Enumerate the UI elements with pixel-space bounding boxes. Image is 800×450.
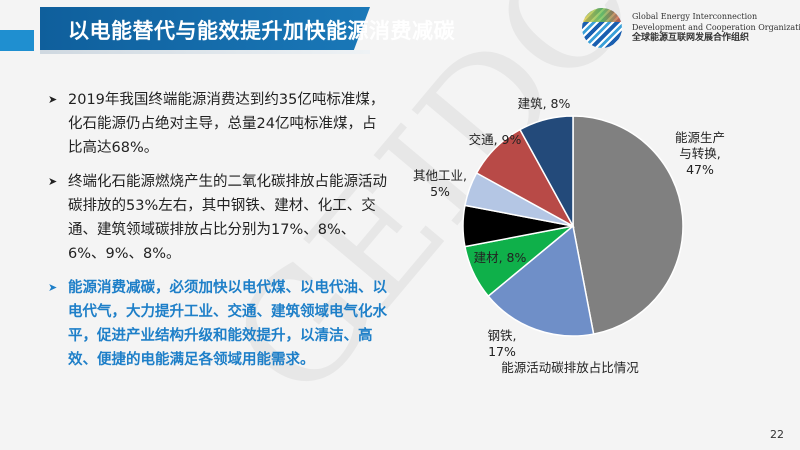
slice-label: 其他工业, 5% (413, 168, 467, 199)
title-underline (40, 50, 370, 54)
org-name-cn: 全球能源互联网发展合作组织 (632, 33, 750, 43)
pie-slice-能源生产与转换 (572, 115, 684, 335)
pie-slice-钢铁 (487, 224, 595, 337)
bullet-text: 终端化石能源燃烧产生的二氧化碳排放占能源活动碳排放的53%左右，其中钢铁、建材、… (68, 174, 387, 262)
slice-label: 建材, 8% (474, 250, 527, 265)
arrowhead-icon: ➤ (48, 175, 58, 188)
bullet-item: ➤ 2019年我国终端能源消费达到约35亿吨标准煤，化石能源仍占绝对主导，总量24… (48, 88, 388, 160)
arrowhead-icon: ➤ (48, 281, 58, 294)
header-accent-square (0, 30, 34, 51)
geidco-logo-icon (582, 8, 622, 48)
slice-label: 建筑, 8% (518, 96, 571, 111)
slice-label: 能源生产与转换, 47% (675, 130, 725, 177)
bullet-item: ➤ 终端化石能源燃烧产生的二氧化碳排放占能源活动碳排放的53%左右，其中钢铁、建材… (48, 170, 388, 266)
organization-name: Global Energy Interconnection Developmen… (632, 11, 800, 44)
bullet-text: 能源消费减碳，必须加快以电代煤、以电代油、以电代气，大力提升工业、交通、建筑领域… (68, 280, 387, 368)
org-name-en-1: Global Energy Interconnection (632, 12, 758, 21)
title-bar (40, 7, 370, 51)
arrowhead-icon: ➤ (48, 93, 58, 106)
bullet-item-highlight: ➤ 能源消费减碳，必须加快以电代煤、以电代油、以电代气，大力提升工业、交通、建筑领… (48, 276, 388, 372)
slice-label: 钢铁, 17% (488, 328, 517, 359)
slice-label: 交通, 9% (469, 132, 522, 147)
org-name-en-2: Development and Cooperation Organization (632, 23, 800, 32)
bullet-list: ➤ 2019年我国终端能源消费达到约35亿吨标准煤，化石能源仍占绝对主导，总量24… (48, 88, 388, 382)
page-title: 以电能替代与能效提升加快能源消费减碳 (68, 19, 455, 43)
pie-slice-建筑 (518, 115, 574, 227)
chart-title: 能源活动碳排放占比情况 (501, 360, 639, 375)
bullet-text: 2019年我国终端能源消费达到约35亿吨标准煤，化石能源仍占绝对主导，总量24亿… (68, 92, 385, 156)
page-number: 22 (770, 428, 784, 441)
